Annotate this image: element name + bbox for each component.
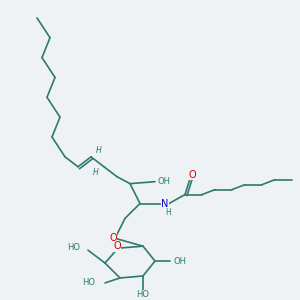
Text: HO: HO <box>82 278 95 287</box>
Text: OH: OH <box>173 256 186 266</box>
Text: HO: HO <box>136 290 149 299</box>
Text: N: N <box>161 199 169 208</box>
Text: HO: HO <box>67 243 80 252</box>
Text: O: O <box>109 233 117 243</box>
Text: H: H <box>165 208 171 217</box>
Text: O: O <box>188 170 196 180</box>
Text: O: O <box>113 241 121 251</box>
Text: H: H <box>96 146 102 155</box>
Text: H: H <box>93 168 99 177</box>
Text: OH: OH <box>157 177 170 186</box>
